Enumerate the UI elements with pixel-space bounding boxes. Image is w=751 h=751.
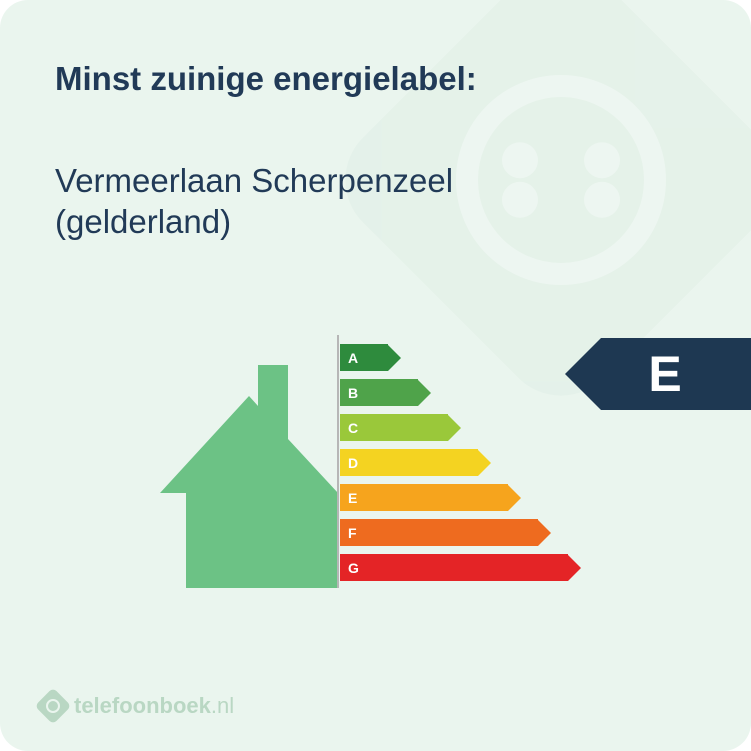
energy-bar-label: F — [340, 519, 538, 546]
energy-bar-label: A — [340, 344, 388, 371]
rating-value: E — [601, 338, 751, 410]
bar-arrow-icon — [418, 380, 431, 406]
energy-label-card: Minst zuinige energielabel: Vermeerlaan … — [0, 0, 751, 751]
bar-arrow-icon — [388, 345, 401, 371]
energy-bar-label: E — [340, 484, 508, 511]
energy-bar-label: D — [340, 449, 478, 476]
card-subtitle: Vermeerlaan Scherpenzeel (gelderland) — [55, 160, 453, 243]
bar-arrow-icon — [508, 485, 521, 511]
energy-bar-d: D — [340, 449, 581, 476]
energy-bar-label: G — [340, 554, 568, 581]
energy-bar-label: B — [340, 379, 418, 406]
bar-arrow-icon — [568, 555, 581, 581]
subtitle-line2: (gelderland) — [55, 203, 231, 240]
energy-bar-c: C — [340, 414, 581, 441]
house-icon — [160, 335, 340, 590]
chart-divider — [337, 335, 339, 588]
energy-bar-g: G — [340, 554, 581, 581]
brand-name: telefoonboek — [74, 693, 211, 718]
energy-bar-e: E — [340, 484, 581, 511]
card-title: Minst zuinige energielabel: — [55, 60, 477, 98]
energy-bar-label: C — [340, 414, 448, 441]
energy-bar-f: F — [340, 519, 581, 546]
footer-brand: telefoonboek.nl — [40, 693, 234, 719]
bar-arrow-icon — [538, 520, 551, 546]
brand-tld: .nl — [211, 693, 234, 718]
rating-arrow-icon — [565, 338, 601, 410]
rating-badge: E — [565, 338, 751, 410]
subtitle-line1: Vermeerlaan Scherpenzeel — [55, 162, 453, 199]
brand-text: telefoonboek.nl — [74, 693, 234, 719]
energy-bars: ABCDEFG — [340, 344, 581, 589]
energy-bar-a: A — [340, 344, 581, 371]
energy-chart: ABCDEFG — [160, 335, 600, 605]
bar-arrow-icon — [478, 450, 491, 476]
bar-arrow-icon — [448, 415, 461, 441]
energy-bar-b: B — [340, 379, 581, 406]
brand-icon — [35, 688, 72, 725]
